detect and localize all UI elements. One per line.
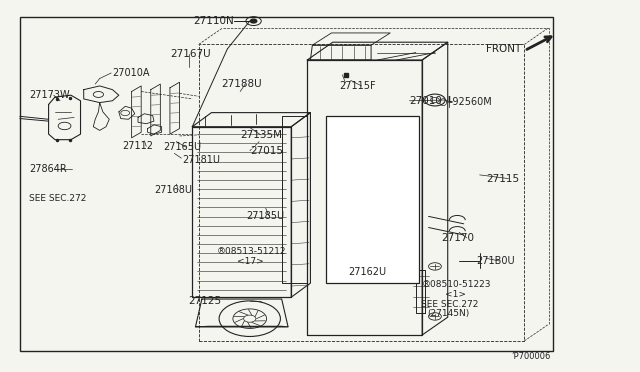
Text: FRONT: FRONT [486, 44, 522, 54]
Text: ®08510-51223: ®08510-51223 [422, 280, 492, 289]
Text: 27864R: 27864R [29, 164, 67, 174]
Text: 27165U: 27165U [164, 142, 202, 152]
Text: 27167U: 27167U [170, 49, 211, 60]
Text: 27015: 27015 [250, 146, 283, 156]
Text: 27115F: 27115F [339, 81, 376, 91]
Text: SEE SEC.272: SEE SEC.272 [29, 195, 87, 203]
Text: <17>: <17> [237, 257, 264, 266]
Text: 27162U: 27162U [349, 267, 387, 277]
Text: 27173W: 27173W [29, 90, 70, 100]
Text: 27125: 27125 [188, 296, 221, 306]
Text: 27168U: 27168U [154, 185, 192, 195]
Text: SEE SEC.272: SEE SEC.272 [421, 300, 478, 309]
Text: 27112: 27112 [122, 141, 153, 151]
Bar [326, 116, 419, 283]
Text: 27170: 27170 [442, 233, 474, 243]
Text: 27181U: 27181U [182, 155, 221, 165]
Text: 27135M: 27135M [240, 130, 282, 140]
Circle shape [250, 19, 257, 23]
Text: <1>: <1> [445, 290, 465, 299]
Text: ’P700006: ’P700006 [511, 352, 551, 361]
Text: 27188U: 27188U [221, 79, 262, 89]
Text: (27145N): (27145N) [428, 310, 470, 318]
Bar [20, 17, 553, 351]
Text: ®08513-51212: ®08513-51212 [216, 247, 286, 256]
Text: 27115: 27115 [486, 174, 519, 184]
Text: 27185U: 27185U [246, 211, 285, 221]
Text: 271B0U: 271B0U [476, 256, 515, 266]
Text: 27010A: 27010A [113, 68, 150, 78]
Text: 27010: 27010 [410, 96, 442, 106]
Bar [198, 44, 524, 341]
Text: 27110N: 27110N [193, 16, 234, 26]
Text: ○╄92560M: ○╄92560M [438, 95, 492, 107]
